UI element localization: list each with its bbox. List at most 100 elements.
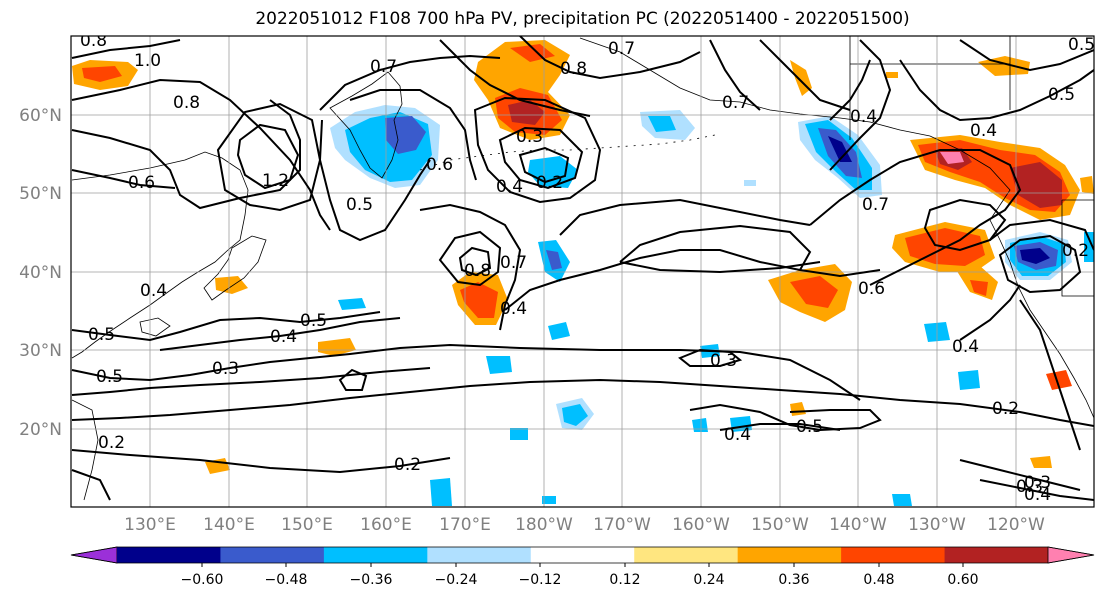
lon-label: 170°W	[593, 515, 651, 535]
pv-contour	[71, 367, 431, 396]
pv-contour	[829, 59, 871, 121]
lon-label: 160°W	[672, 515, 730, 535]
contour-label: 0.5	[300, 311, 327, 331]
coastline	[71, 399, 99, 501]
pv-contour	[619, 224, 812, 271]
precip-negative-area	[744, 180, 756, 186]
precip-positive-area	[1046, 370, 1072, 390]
contour-label: 0.8	[560, 59, 587, 79]
precip-negative-area	[338, 298, 366, 310]
colorbar-tick-label: 0.60	[947, 572, 978, 588]
precip-negative-area	[892, 494, 912, 506]
contour-label: 0.5	[1068, 35, 1095, 55]
contour-label: 0.3	[710, 351, 737, 371]
contour-label: 0.7	[370, 57, 397, 77]
colorbar-segment	[323, 547, 428, 563]
pv-contour	[458, 246, 492, 277]
precip-negative-area	[692, 418, 708, 432]
coastline	[139, 317, 171, 337]
contour-label: 0.5	[346, 195, 373, 215]
precip-positive-area	[1080, 176, 1094, 194]
contour-label: 0.2	[536, 173, 563, 193]
precip-negative-area	[1084, 232, 1094, 262]
pv-contour	[71, 78, 331, 231]
contour-label: 0.3	[1016, 477, 1043, 497]
pv-contour	[216, 102, 322, 212]
precip-positive-area	[82, 66, 122, 82]
coastline	[71, 151, 249, 359]
pv-contour	[1019, 299, 1081, 451]
graticule	[71, 36, 1094, 507]
pv-contour	[349, 89, 477, 181]
pv-contour	[439, 39, 591, 117]
colorbar-ticks	[201, 563, 964, 567]
precip-positive-area	[318, 338, 356, 356]
pv-contour	[71, 378, 1094, 427]
precip-positive-area	[940, 152, 964, 164]
precip-positive-area	[790, 276, 838, 308]
pv-contour	[71, 311, 381, 342]
contour-label: 0.4	[850, 107, 877, 127]
contour-label: 0.7	[608, 39, 635, 59]
precip-negative-area	[562, 404, 588, 426]
colorbar-extend-max	[1047, 546, 1095, 564]
pv-contour	[989, 218, 1094, 251]
coastline	[203, 235, 267, 301]
contour-label: 0.6	[858, 279, 885, 299]
lon-label: 120°W	[987, 515, 1045, 535]
colorbar-segment	[427, 547, 532, 563]
contour-label: 0.5	[96, 367, 123, 387]
precip-negative-area	[828, 136, 852, 162]
contour-label: 0.2	[98, 433, 125, 453]
contour-label: 0.8	[464, 261, 491, 281]
contour-label: 0.8	[173, 93, 200, 113]
pv-contour	[809, 149, 1022, 286]
precip-negative-area	[1020, 248, 1050, 264]
pv-contour	[998, 234, 1082, 294]
chart-title: 2022051012 F108 700 hPa PV, precipitatio…	[255, 9, 910, 29]
precip-positive-area	[886, 72, 898, 78]
precip-shading	[72, 40, 1094, 506]
pv-contour	[159, 317, 401, 351]
lat-label: 30°N	[19, 341, 62, 361]
contour-label: 0.4	[724, 425, 751, 445]
pv-contour	[959, 284, 1021, 341]
contour-label: 1.0	[134, 51, 161, 71]
precip-negative-area	[546, 250, 562, 270]
lat-label: 20°N	[19, 420, 62, 440]
coastline	[419, 133, 721, 171]
contour-label: 0.5	[1048, 85, 1075, 105]
colorbar-tick-label: 0.48	[863, 572, 894, 588]
contour-label: 0.3	[1024, 473, 1051, 493]
precip-negative-area	[958, 370, 980, 390]
contour-label: 1.2	[262, 171, 289, 191]
colorbar-tick-label: 0.36	[778, 572, 809, 588]
colorbar-segment	[634, 547, 739, 563]
pv-contour	[559, 198, 811, 236]
colorbar-segment	[944, 547, 1049, 563]
map-frame	[70, 35, 1095, 508]
contour-label: 0.7	[862, 195, 889, 215]
colorbar-segment	[220, 547, 325, 563]
pv-contour	[829, 39, 892, 171]
lat-axis-labels: 60°N 50°N 40°N 30°N 20°N	[19, 106, 62, 440]
contour-label: 0.4	[496, 177, 523, 197]
precip-negative-area	[430, 478, 452, 506]
pv-contour	[899, 59, 1094, 122]
pv-contour	[71, 169, 176, 189]
colorbar: −0.60 −0.48 −0.36 −0.24 −0.12 0.12 0.24 …	[70, 546, 1095, 588]
lat-label: 50°N	[19, 184, 62, 204]
pv-contour	[318, 119, 431, 242]
pv-contour	[719, 423, 841, 431]
coastline	[579, 37, 1011, 221]
precip-negative-area	[648, 116, 676, 132]
pv-contour	[419, 203, 522, 331]
colorbar-segment	[117, 547, 221, 563]
lon-label: 130°E	[124, 515, 176, 535]
contour-label: 0.2	[1062, 241, 1089, 261]
contour-label: 0.7	[500, 253, 527, 273]
lon-axis-labels: 130°E 140°E 150°E 160°E 170°E 180°W 170°…	[124, 515, 1045, 535]
colorbar-segment	[841, 547, 946, 563]
contour-label: 0.2	[394, 455, 421, 475]
